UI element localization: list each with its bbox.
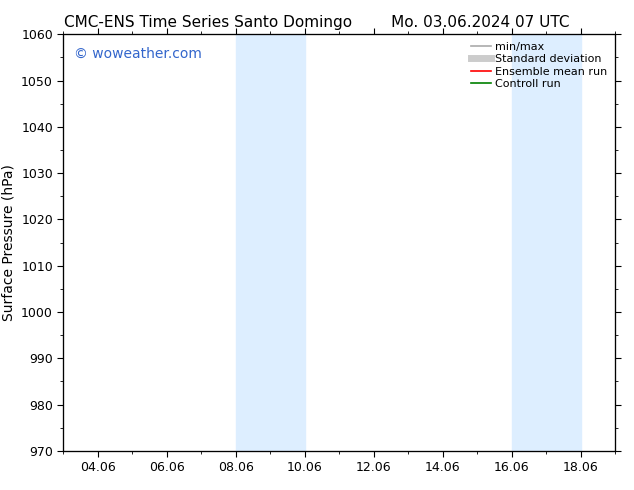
Legend: min/max, Standard deviation, Ensemble mean run, Controll run: min/max, Standard deviation, Ensemble me… [469,40,609,91]
Bar [236,34,305,451]
Bar [512,34,581,451]
Text: © woweather.com: © woweather.com [74,47,202,61]
Y-axis label: Surface Pressure (hPa): Surface Pressure (hPa) [1,164,16,321]
Text: CMC-ENS Time Series Santo Domingo        Mo. 03.06.2024 07 UTC: CMC-ENS Time Series Santo Domingo Mo. 03… [64,15,570,30]
